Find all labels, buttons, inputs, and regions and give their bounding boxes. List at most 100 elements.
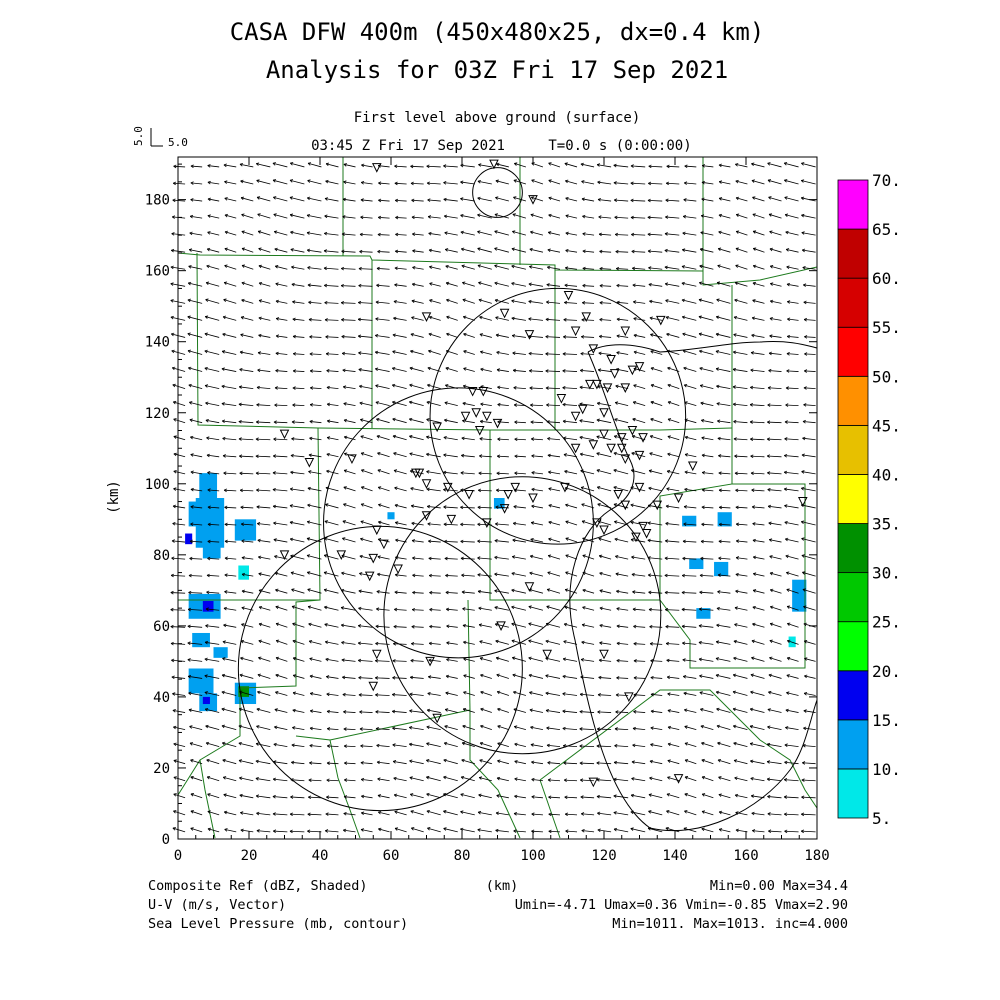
wind-vector bbox=[444, 708, 458, 713]
wind-vector bbox=[429, 624, 441, 629]
pressure-contour-0 bbox=[472, 167, 523, 218]
wind-vector bbox=[256, 707, 271, 713]
wind-vector bbox=[171, 366, 186, 372]
wind-vector bbox=[767, 794, 782, 799]
wind-vector bbox=[409, 452, 424, 458]
wind-vector bbox=[239, 793, 254, 799]
county-boundaries bbox=[177, 157, 818, 839]
wind-vector bbox=[477, 505, 492, 510]
colorbar-segment bbox=[837, 523, 869, 574]
wind-vector bbox=[528, 282, 544, 287]
station-marker bbox=[627, 426, 638, 436]
wind-vector bbox=[427, 215, 441, 219]
wind-vector bbox=[735, 589, 748, 594]
wind-vector bbox=[665, 198, 680, 203]
wind-vector bbox=[173, 759, 186, 765]
y-tick-label: 140 bbox=[145, 335, 170, 351]
wind-vector bbox=[444, 231, 458, 236]
wind-vector bbox=[343, 469, 356, 475]
wind-vector bbox=[290, 571, 305, 577]
wind-vector bbox=[563, 761, 578, 765]
wind-vector bbox=[257, 538, 271, 543]
wind-vector bbox=[666, 469, 680, 475]
wind-vector bbox=[343, 828, 356, 833]
wind-vector bbox=[462, 707, 475, 713]
wind-vector bbox=[511, 555, 526, 560]
wind-vector bbox=[545, 352, 560, 356]
wind-vector bbox=[683, 366, 697, 372]
wind-vector bbox=[545, 674, 561, 679]
wind-vector bbox=[255, 777, 271, 782]
wind-vector bbox=[701, 488, 714, 492]
wind-vector bbox=[393, 316, 407, 321]
wind-vector bbox=[717, 247, 731, 253]
wind-vector bbox=[376, 434, 390, 441]
wind-vector bbox=[461, 436, 475, 441]
wind-vector bbox=[343, 418, 356, 424]
wind-vector bbox=[698, 640, 714, 645]
wind-vector bbox=[223, 281, 237, 287]
wind-vector bbox=[325, 829, 339, 833]
wind-vector bbox=[786, 691, 799, 696]
wind-vector bbox=[667, 452, 680, 458]
station-marker bbox=[616, 433, 627, 443]
wind-vector bbox=[409, 725, 424, 730]
wind-vector bbox=[426, 775, 441, 782]
station-marker bbox=[631, 532, 641, 543]
wind-vector bbox=[667, 709, 680, 713]
wind-vector bbox=[582, 588, 595, 594]
wind-vector bbox=[666, 793, 680, 799]
wind-vector bbox=[718, 197, 731, 202]
wind-vector bbox=[684, 776, 697, 782]
wind-vector bbox=[289, 213, 305, 219]
wind-vector bbox=[274, 571, 288, 577]
wind-vector bbox=[479, 333, 492, 338]
colorbar-segment bbox=[837, 474, 869, 524]
wind-vector bbox=[787, 334, 799, 339]
wind-vector bbox=[495, 316, 509, 321]
wind-vector bbox=[700, 539, 714, 544]
wind-vector bbox=[633, 641, 646, 646]
wind-vector bbox=[581, 318, 595, 322]
wind-vector bbox=[326, 402, 339, 407]
wind-vector bbox=[342, 537, 356, 543]
wind-vector bbox=[394, 283, 407, 287]
wind-vector bbox=[292, 300, 305, 304]
wind-vector bbox=[511, 622, 526, 628]
wind-vector bbox=[359, 384, 373, 389]
wind-vector bbox=[257, 673, 271, 679]
wind-vector bbox=[187, 315, 203, 321]
wind-vector bbox=[579, 385, 595, 390]
wind-vector bbox=[292, 726, 305, 730]
wind-vector bbox=[801, 537, 816, 543]
wind-vector bbox=[392, 743, 407, 748]
wind-vector bbox=[682, 231, 697, 236]
wind-vector bbox=[716, 384, 731, 389]
station-marker bbox=[616, 443, 627, 454]
wind-vector bbox=[582, 232, 595, 236]
footer-pressure-range: Min=1011. Max=1013. inc=4.000 bbox=[612, 916, 848, 932]
wind-vector bbox=[497, 402, 509, 407]
wind-vector bbox=[564, 283, 578, 288]
wind-vector bbox=[274, 386, 288, 390]
wind-vector bbox=[564, 162, 578, 168]
wind-vector bbox=[715, 332, 731, 338]
wind-vector bbox=[460, 827, 475, 833]
wind-vector bbox=[479, 741, 492, 748]
station-marker bbox=[634, 450, 645, 461]
wind-vector bbox=[580, 162, 595, 168]
wind-vector bbox=[700, 231, 714, 236]
wind-vector bbox=[683, 505, 697, 509]
wind-vector bbox=[292, 352, 305, 356]
wind-vector bbox=[309, 369, 322, 373]
wind-vector bbox=[395, 249, 407, 254]
wind-vector bbox=[529, 691, 544, 696]
wind-vector bbox=[187, 349, 203, 355]
wind-vector bbox=[292, 639, 305, 645]
wind-vector bbox=[632, 283, 646, 288]
wind-vector bbox=[272, 777, 288, 782]
wind-vector bbox=[460, 556, 475, 561]
wind-vector bbox=[497, 725, 509, 730]
wind-vector bbox=[598, 658, 612, 663]
wind-vector bbox=[172, 521, 186, 526]
